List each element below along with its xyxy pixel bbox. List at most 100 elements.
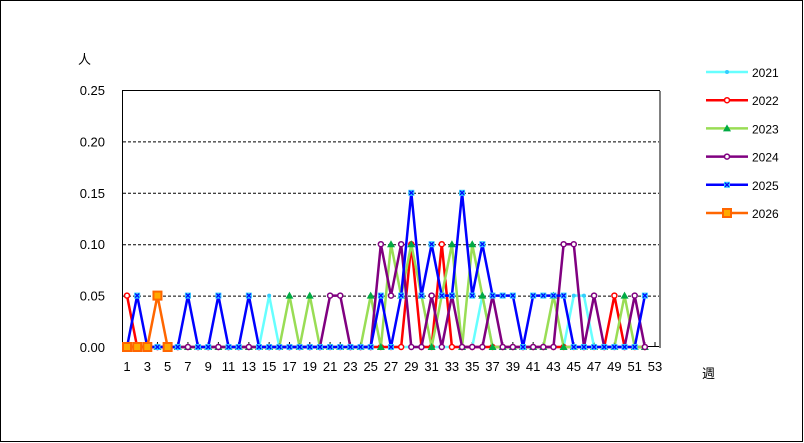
data-point (306, 344, 313, 350)
data-point (387, 292, 395, 299)
data-point (438, 240, 446, 248)
data-point (256, 344, 263, 350)
data-point (540, 343, 547, 351)
data-point (152, 290, 163, 301)
data-point (459, 189, 466, 196)
x-tick-label: 27 (384, 359, 398, 374)
data-point (195, 344, 202, 350)
legend-label: 2023 (752, 122, 779, 136)
y-tick-label: 0.15 (80, 186, 105, 201)
legend-item-2021: 2021 (706, 66, 779, 80)
data-point (560, 240, 567, 248)
x-tick-label: 9 (205, 359, 212, 374)
series-2026 (122, 290, 173, 352)
data-point (611, 344, 618, 350)
data-point (620, 291, 629, 299)
legend-item-2025: 2025 (706, 179, 779, 193)
data-point (184, 343, 192, 351)
data-point (316, 344, 323, 350)
data-point (560, 292, 567, 299)
x-tick-label: 19 (303, 359, 317, 374)
data-point (540, 292, 547, 299)
x-tick-label: 7 (184, 359, 191, 374)
data-point (570, 344, 577, 350)
data-point (367, 344, 374, 350)
data-point (438, 292, 445, 299)
data-point (235, 344, 242, 350)
data-point (162, 342, 173, 352)
data-point (296, 344, 303, 350)
y-tick-label: 0.05 (80, 289, 105, 304)
data-point (215, 343, 222, 351)
data-point (205, 344, 212, 350)
legend-label: 2022 (752, 94, 779, 108)
x-tick-label: 1 (123, 359, 130, 374)
data-point (469, 292, 476, 299)
data-point (397, 343, 405, 351)
data-point (550, 292, 557, 299)
data-point (377, 240, 385, 248)
data-point (520, 344, 527, 350)
x-tick-label: 39 (506, 359, 520, 374)
x-tick-label: 49 (607, 359, 621, 374)
data-point (489, 292, 496, 299)
series-line (125, 192, 647, 349)
data-point (447, 240, 456, 248)
legend-marker (722, 208, 732, 218)
data-point (468, 343, 476, 351)
legend-marker (724, 181, 730, 188)
data-point (631, 344, 638, 350)
data-point (305, 291, 314, 299)
data-point (266, 344, 273, 350)
legend-marker (725, 70, 729, 74)
data-point (428, 292, 435, 299)
x-tick-label: 31 (424, 359, 438, 374)
data-point (267, 293, 272, 298)
data-point (499, 292, 506, 299)
data-point (458, 343, 466, 351)
data-point (387, 240, 396, 248)
data-point (336, 292, 344, 299)
legend-label: 2025 (752, 179, 779, 193)
data-point (478, 291, 487, 299)
x-tick-label: 5 (164, 359, 171, 374)
data-point (499, 343, 506, 351)
data-point (559, 343, 568, 350)
data-point (580, 344, 587, 350)
y-tick-label: 0.00 (80, 340, 105, 355)
data-point (142, 342, 153, 352)
data-point (245, 343, 253, 351)
x-tick-label: 25 (363, 359, 377, 374)
legend-marker (723, 96, 731, 104)
data-point (408, 189, 415, 196)
x-tick-label: 23 (343, 359, 357, 374)
data-point (215, 292, 222, 299)
x-tick-label: 13 (242, 359, 256, 374)
data-point (641, 292, 648, 299)
y-tick-label: 0.20 (80, 134, 105, 149)
data-point (601, 344, 608, 350)
data-point (376, 343, 385, 350)
data-point (407, 240, 416, 248)
legend-label: 2026 (752, 207, 779, 221)
data-point (571, 293, 576, 298)
data-point (479, 241, 486, 248)
x-tick-label: 37 (485, 359, 499, 374)
data-point (245, 292, 252, 299)
data-point (479, 343, 486, 351)
data-point (357, 344, 364, 350)
x-tick-label: 21 (323, 359, 337, 374)
legend-marker (723, 153, 731, 160)
x-tick-label: 45 (567, 359, 581, 374)
data-point (408, 343, 415, 351)
data-point (388, 344, 395, 350)
x-tick-label: 11 (222, 359, 236, 374)
data-point (225, 344, 232, 350)
data-point (122, 342, 132, 352)
y-axis-label: 人 (78, 52, 91, 67)
x-tick-label: 29 (404, 359, 418, 374)
data-point (326, 292, 334, 299)
